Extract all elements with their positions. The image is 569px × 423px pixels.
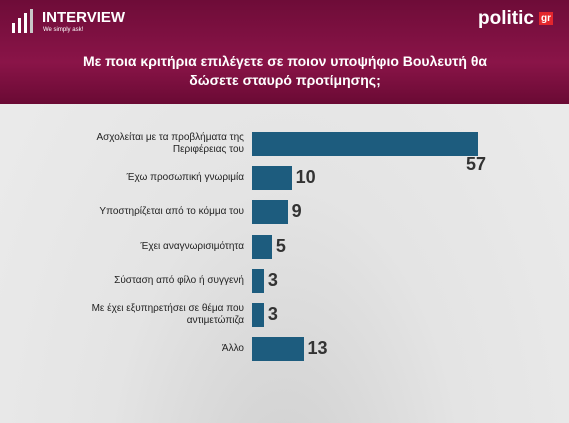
value-label: 3 [267, 304, 278, 324]
value-label: 57 [466, 154, 487, 174]
bar [252, 132, 478, 156]
brand: INTERVIEW [42, 9, 126, 26]
value-label: 10 [295, 167, 316, 188]
header: INTERVIEW We simply ask! politic gr Με π… [0, 0, 569, 104]
category-label: Με έχει εξυπηρετήσει σε θέμα που αντιμετ… [91, 303, 244, 326]
bar [252, 337, 304, 362]
partner-logo: politic [478, 8, 534, 29]
category-label: Άλλο [221, 343, 244, 355]
bar [252, 200, 288, 225]
category-label: Έχω προσωπική γνωριμία [126, 172, 244, 184]
value-label: 9 [291, 201, 302, 222]
value-label: 13 [307, 338, 328, 359]
category-label: Ασχολείται με τα προβλήματα της Περιφέρε… [96, 132, 244, 155]
value-label: 3 [267, 269, 278, 290]
bar [252, 166, 292, 191]
partner-suffix: gr [539, 12, 553, 25]
category-label: Υποστηρίζεται από το κόμμα του [99, 206, 244, 218]
bar [252, 268, 264, 293]
category-label: Έχει αναγνωρισιμότητα [140, 240, 244, 252]
bar [252, 303, 264, 327]
category-label: Σύσταση από φίλο ή συγγενή [114, 274, 244, 286]
bar [252, 234, 272, 259]
value-label: 5 [275, 235, 286, 256]
brand-icon [12, 9, 33, 33]
tagline: We simply ask! [43, 27, 84, 33]
chart-title: Με ποια κριτήρια επιλέγετε σε ποιον υποψ… [82, 53, 488, 88]
